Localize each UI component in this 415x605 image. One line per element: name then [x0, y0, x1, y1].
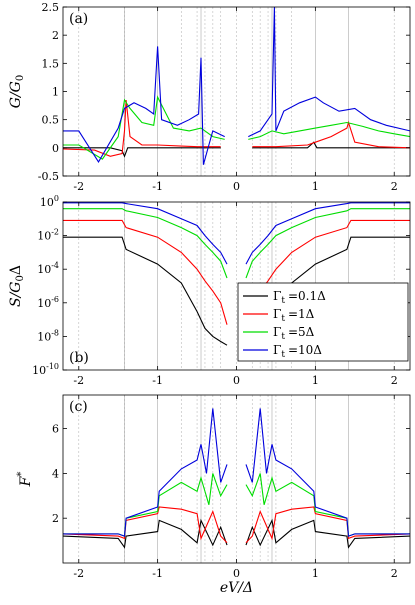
- y-tick-label: 10-4: [37, 261, 59, 276]
- x-tick-label: 1: [312, 180, 319, 193]
- panel-b: -2 -1 0 1 2 10-10 10-8 10-6 10-4 10-2 100 (b) S/G0Δ Γ…: [8, 194, 411, 387]
- y-axis-label: G/G0: [8, 75, 26, 108]
- legend-entry: Γt =5Δ: [273, 325, 315, 342]
- y-tick-label: 10-2: [37, 228, 59, 243]
- series-line-1: [63, 506, 410, 544]
- y-axis-label: S/G0Δ: [8, 265, 26, 307]
- x-tick-label: 1: [312, 567, 319, 580]
- y-tick-label: 100: [40, 194, 59, 209]
- y-tick-label: -0.5: [38, 170, 59, 183]
- x-tick-label: -1: [152, 180, 163, 193]
- x-tick-label: 2: [391, 180, 398, 193]
- panel-c: -2 -1 0 1 2 2 4 6 (c) F* eV/Δ: [16, 394, 411, 596]
- x-tick-label: -1: [152, 567, 163, 580]
- y-axis-label: F*: [16, 472, 34, 488]
- x-tick-label: -2: [73, 180, 84, 193]
- y-tick-label: 10-10: [32, 362, 59, 377]
- panel-label: (c): [69, 399, 88, 415]
- series-line-3: [63, 202, 410, 265]
- y-tick-label: 6: [52, 423, 59, 436]
- legend-entry: Γt =1Δ: [273, 307, 315, 324]
- panel-label: (a): [69, 11, 88, 27]
- x-tick-label: -2: [73, 374, 84, 387]
- series-line-2: [63, 208, 410, 279]
- legend-entry: Γt =10Δ: [273, 343, 322, 360]
- y-tick-label: 1.5: [42, 57, 60, 70]
- series-line-1: [63, 99, 410, 157]
- x-tick-label: -1: [152, 374, 163, 387]
- legend-entry: Γt =0.1Δ: [273, 289, 326, 306]
- y-tick-label: 10-6: [37, 295, 59, 310]
- y-tick-label: 10-8: [37, 328, 59, 343]
- y-tick-label: 4: [52, 467, 59, 480]
- series-group: [63, 7, 410, 165]
- series-line-3: [63, 408, 410, 537]
- series-line-3: [63, 7, 410, 165]
- series-group: [63, 408, 410, 549]
- x-tick-label: 2: [391, 567, 398, 580]
- y-tick-label: 0: [52, 142, 59, 155]
- series-line-2: [63, 95, 410, 160]
- x-tick-label: -2: [73, 567, 84, 580]
- y-tick-label: 2: [52, 512, 59, 525]
- series-line-0: [63, 518, 410, 549]
- y-tick-label: 1: [52, 86, 59, 99]
- y-tick-label: 2: [52, 29, 59, 42]
- x-tick-label: 0: [233, 180, 240, 193]
- x-tick-label: 1: [312, 374, 319, 387]
- x-tick-label: 2: [391, 374, 398, 387]
- panel-a: -2 -1 0 1 2 -0.5 0 0.5 1 1.5 2 2.5 (a) G/G0: [8, 1, 411, 193]
- y-tick-label: 0.5: [42, 114, 60, 127]
- x-axis-label: eV/Δ: [220, 580, 253, 596]
- y-tick-label: 2.5: [42, 1, 60, 14]
- x-tick-label: 0: [233, 567, 240, 580]
- x-tick-label: 0: [233, 374, 240, 387]
- panel-label: (b): [69, 350, 89, 366]
